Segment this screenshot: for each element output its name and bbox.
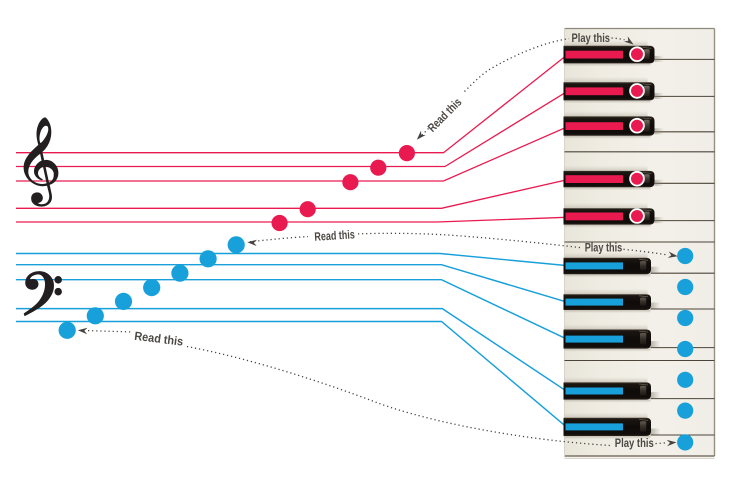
svg-text:Read this: Read this — [314, 227, 356, 243]
svg-text:Play this: Play this — [615, 436, 654, 450]
svg-text:Read this: Read this — [134, 329, 185, 349]
svg-text:Play this: Play this — [585, 240, 623, 254]
svg-text:Play this: Play this — [572, 31, 611, 45]
